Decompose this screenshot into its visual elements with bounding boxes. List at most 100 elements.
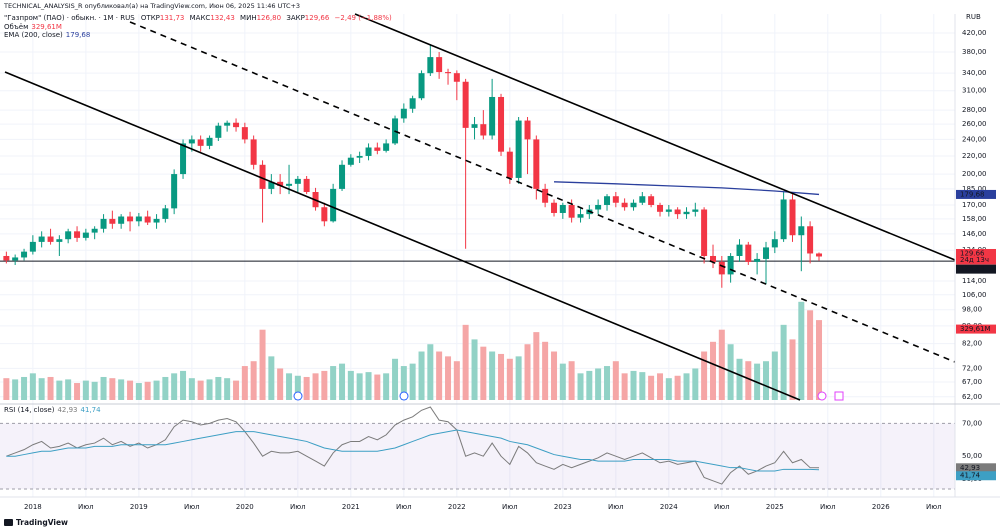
candle-body bbox=[74, 231, 81, 238]
volume-bar bbox=[294, 375, 301, 400]
candle-body bbox=[816, 253, 823, 257]
y-tick-label: 72,00 bbox=[962, 364, 982, 372]
label: ЗАКР bbox=[286, 14, 304, 22]
volume-bar bbox=[436, 351, 443, 400]
candle-body bbox=[701, 209, 708, 256]
y-tick-label: 82,00 bbox=[962, 340, 982, 348]
volume-bar bbox=[604, 366, 611, 400]
volume-bar bbox=[506, 358, 513, 400]
volume-bar bbox=[745, 361, 752, 400]
candle-body bbox=[339, 164, 346, 189]
value: 126,80 bbox=[257, 14, 282, 22]
volume-bar bbox=[657, 373, 664, 400]
candle-body bbox=[551, 202, 558, 213]
y-tick-label: 380,00 bbox=[962, 48, 987, 56]
trend-line-lower bbox=[4, 71, 801, 401]
volume-bar bbox=[12, 379, 19, 400]
y-tick-label: 260,00 bbox=[962, 120, 987, 128]
volume-bar bbox=[453, 361, 460, 400]
volume-bar bbox=[339, 363, 346, 400]
volume-bar bbox=[489, 351, 496, 400]
candle-body bbox=[798, 226, 805, 236]
legend: "Газпром" (ПАО) · обыкн. · 1M · RUS ОТКР… bbox=[4, 14, 392, 414]
volume-bar bbox=[303, 376, 310, 400]
candle-body bbox=[533, 139, 540, 189]
volume-bar bbox=[400, 366, 407, 400]
rsi-value-label-box bbox=[956, 463, 996, 473]
candle-body bbox=[789, 199, 796, 236]
volume-bar bbox=[763, 361, 770, 400]
candle-body bbox=[215, 125, 222, 138]
candle-body bbox=[453, 73, 460, 82]
candle-body bbox=[294, 178, 301, 184]
candle-body bbox=[374, 147, 381, 151]
y-tick-label: 200,00 bbox=[962, 170, 987, 178]
candle-body bbox=[409, 98, 416, 109]
drawings bbox=[4, 13, 956, 401]
y-tick-label: 98,00 bbox=[962, 306, 982, 314]
publisher: TECHNICAL_ANALYSIS_R опубликовал(а) на T… bbox=[3, 2, 300, 10]
candle-body bbox=[771, 239, 778, 248]
y-tick-label: 185,00 bbox=[962, 185, 987, 193]
volume-bar bbox=[82, 380, 89, 400]
rsi-ma-value-label: 41,74 bbox=[960, 472, 981, 480]
volume-label-box bbox=[956, 324, 996, 334]
volume-bar bbox=[471, 339, 478, 400]
candle-body bbox=[692, 209, 699, 212]
volume-bar bbox=[621, 373, 628, 400]
candle-body bbox=[710, 255, 717, 262]
volume-bar bbox=[268, 356, 275, 400]
candle-body bbox=[171, 174, 178, 209]
volume-bar bbox=[224, 378, 231, 400]
event-icon[interactable] bbox=[817, 391, 827, 401]
volume-bar bbox=[789, 339, 796, 400]
candle-body bbox=[542, 188, 549, 203]
brand: TradingView bbox=[16, 518, 68, 527]
axes: 420,00 380,00 340,00 310,00 280,00 260,00 240,… bbox=[24, 29, 996, 511]
x-tick-label: 2022 bbox=[448, 503, 466, 511]
x-tick-label: 2019 bbox=[130, 503, 148, 511]
candle-body bbox=[612, 196, 619, 203]
x-tick-label: Июл bbox=[714, 503, 730, 511]
candle-body bbox=[277, 181, 284, 186]
y-tick-label: 106,00 bbox=[962, 291, 987, 299]
volume-bar bbox=[144, 381, 151, 400]
candle-body bbox=[515, 120, 522, 178]
trend-line-mid bbox=[129, 21, 956, 363]
last-price-label-box bbox=[956, 248, 996, 258]
volume-bar bbox=[47, 376, 54, 400]
dividend-icon[interactable] bbox=[293, 391, 303, 401]
candle-body bbox=[286, 183, 293, 186]
volume-bar bbox=[250, 361, 257, 400]
candle-body bbox=[383, 143, 390, 151]
volume-bar bbox=[807, 310, 814, 400]
candle-body bbox=[241, 127, 248, 140]
volume-bar bbox=[74, 383, 81, 400]
candle-body bbox=[188, 139, 195, 144]
candle-body bbox=[330, 188, 337, 222]
volume-bar bbox=[462, 324, 469, 400]
volume-bar bbox=[127, 380, 134, 400]
volume-bar bbox=[259, 329, 266, 400]
y-tick-label: 146,00 bbox=[962, 230, 987, 238]
grid bbox=[0, 14, 955, 497]
candle-body bbox=[674, 209, 681, 215]
candle-body bbox=[524, 120, 531, 140]
volume-bar bbox=[718, 329, 725, 400]
dividend-icon[interactable] bbox=[399, 391, 409, 401]
event-icon[interactable] bbox=[834, 391, 844, 401]
candle-body bbox=[471, 124, 478, 128]
candle-body bbox=[56, 239, 63, 242]
candle-body bbox=[577, 214, 584, 218]
volume-bar bbox=[559, 363, 566, 400]
candle-body bbox=[780, 199, 787, 240]
candle-body bbox=[445, 72, 452, 74]
volume-bar bbox=[612, 361, 619, 400]
candle-body bbox=[657, 204, 664, 212]
rsi-band bbox=[0, 423, 955, 489]
candle-body bbox=[604, 196, 611, 205]
volume-bar bbox=[29, 373, 36, 400]
volume-bar bbox=[515, 356, 522, 400]
brand-logo bbox=[4, 519, 13, 526]
candle-body bbox=[462, 81, 469, 128]
